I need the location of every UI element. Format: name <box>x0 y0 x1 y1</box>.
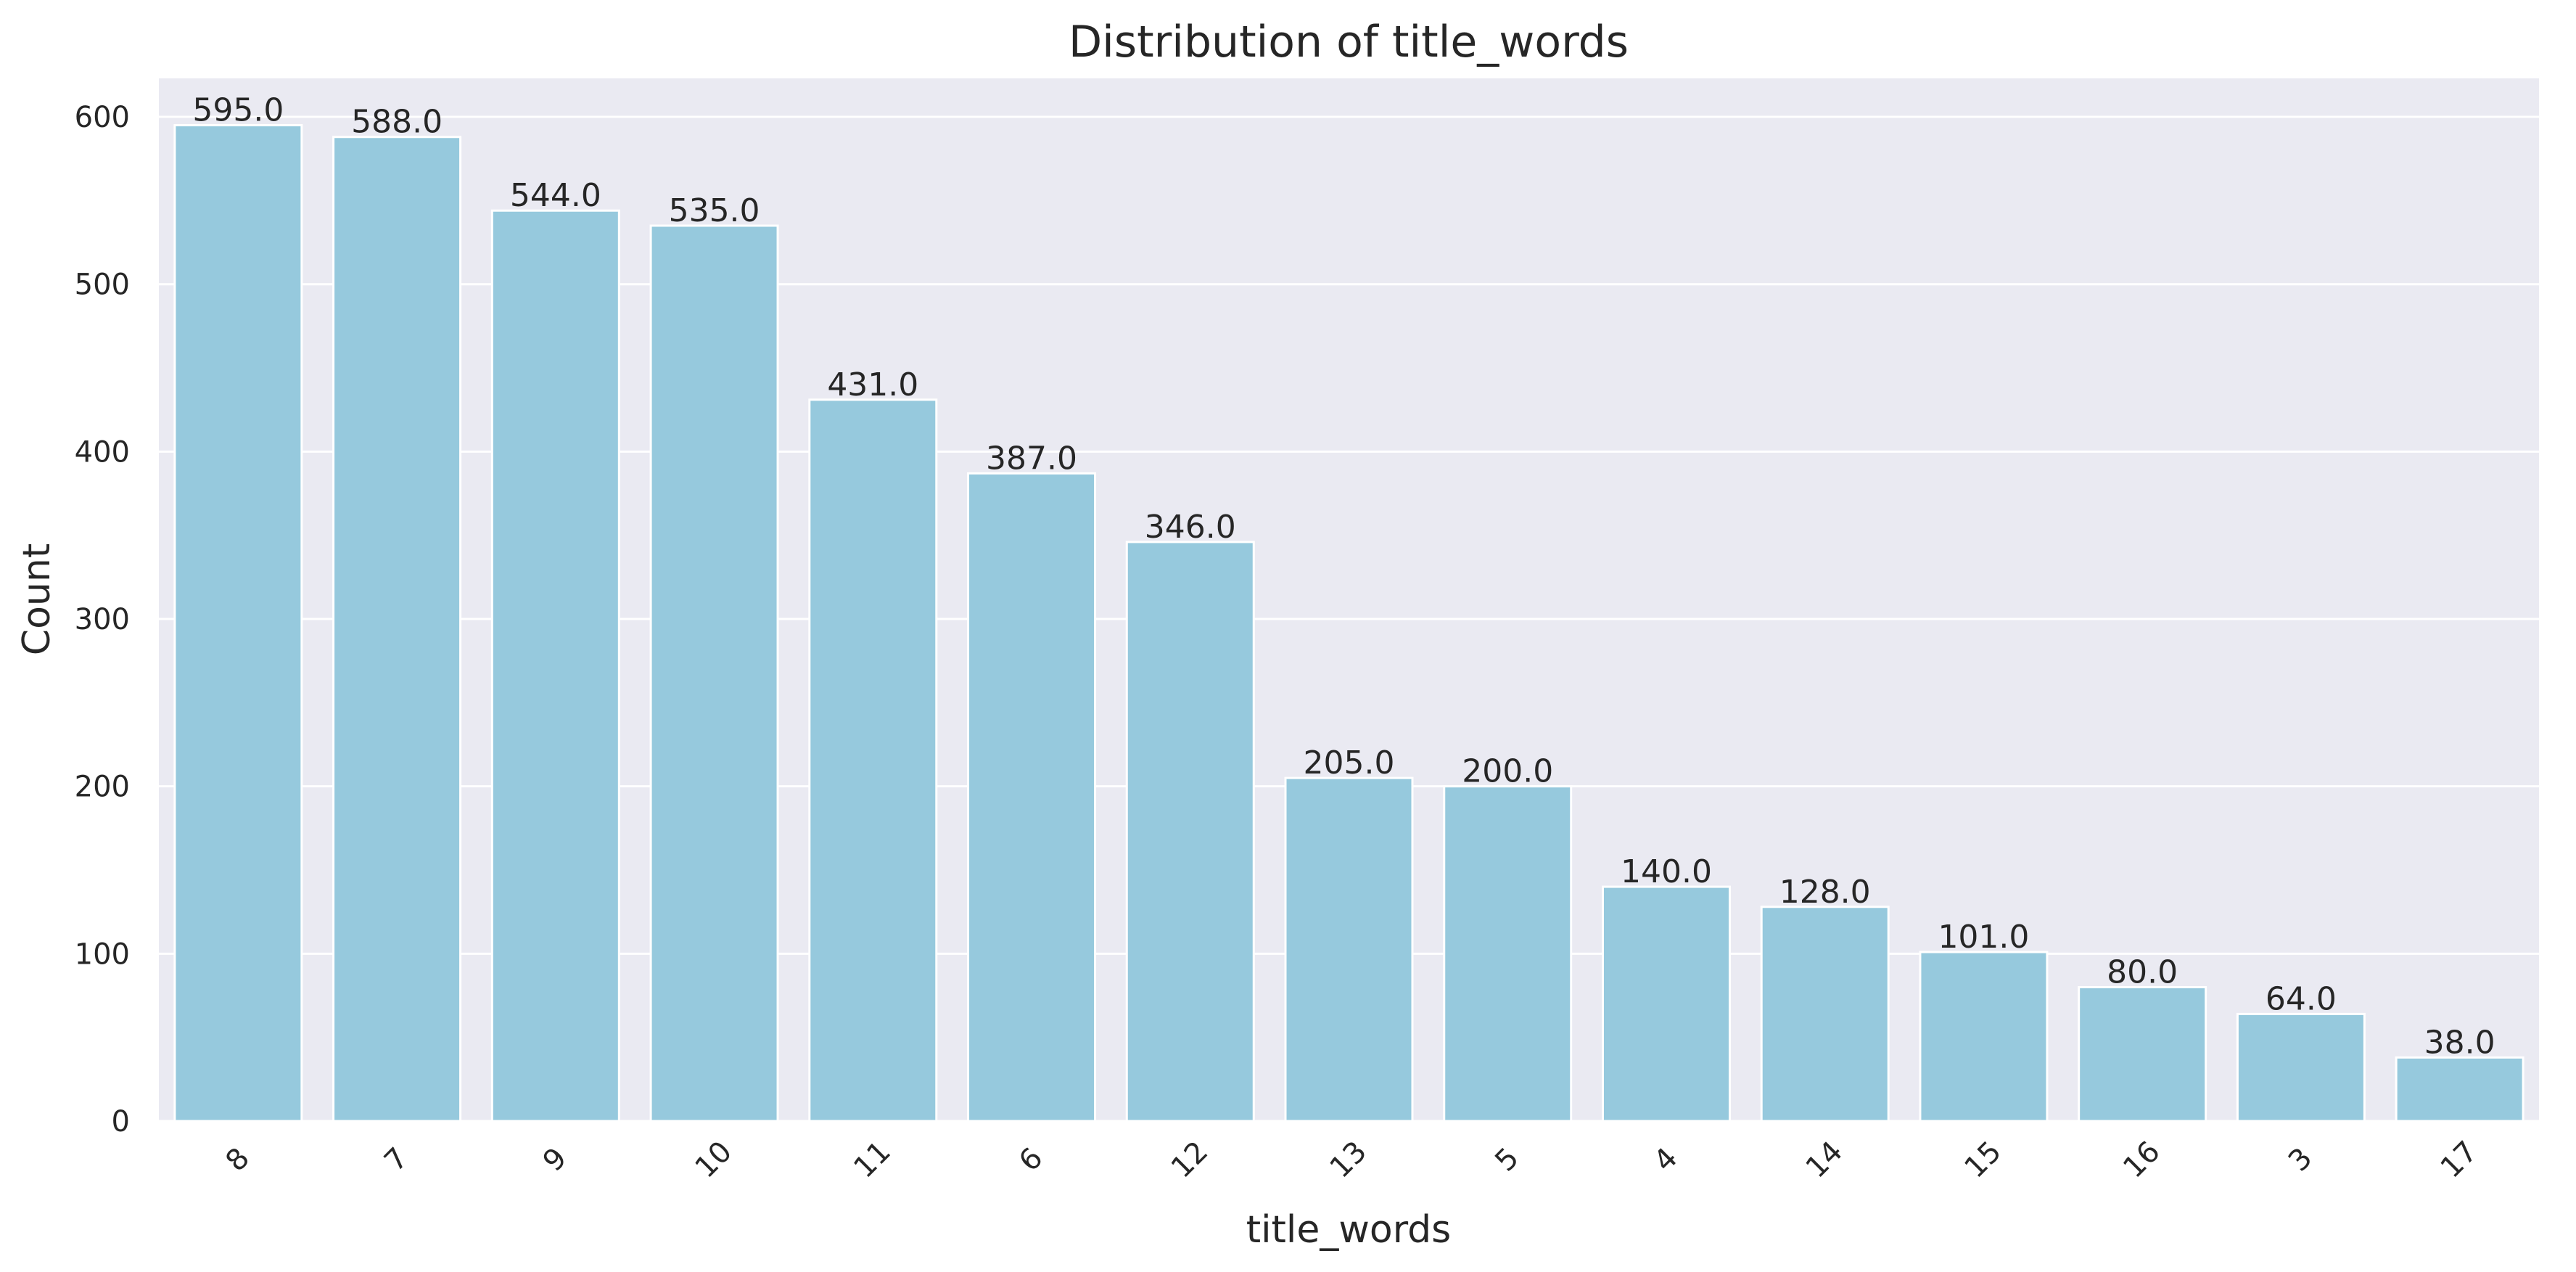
bar-4 <box>1601 885 1731 1123</box>
x-tick-label: 17 <box>2435 1135 2485 1185</box>
y-tick-label: 400 <box>75 435 130 469</box>
bar-8 <box>173 124 303 1123</box>
x-tick-label: 3 <box>2282 1141 2319 1178</box>
x-tick-label: 12 <box>1165 1135 1215 1185</box>
bar-value-label: 588.0 <box>351 104 443 141</box>
bar-11 <box>808 398 938 1123</box>
bars <box>173 124 2524 1123</box>
x-tick-label: 6 <box>1013 1141 1050 1178</box>
bar-10 <box>649 224 779 1123</box>
bar-13 <box>1284 776 1414 1123</box>
bar-value-label: 64.0 <box>2266 980 2337 1017</box>
bar-value-label: 140.0 <box>1621 853 1712 890</box>
y-axis-title: Count <box>15 543 59 655</box>
x-tick-label: 5 <box>1489 1141 1526 1178</box>
x-tick-label: 11 <box>847 1135 897 1185</box>
y-tick-label: 300 <box>75 603 130 636</box>
bar-value-labels: 595.0 588.0 544.0 535.0 431.0 387.0 346.0 205.0… <box>192 92 2495 1062</box>
x-tick-label: 16 <box>2117 1135 2167 1185</box>
bar-value-label: 346.0 <box>1145 509 1236 546</box>
bar-value-label: 535.0 <box>669 192 760 229</box>
bar-17 <box>2395 1056 2524 1123</box>
bar-5 <box>1443 785 1573 1123</box>
bar-6 <box>967 472 1097 1123</box>
bar-value-label: 544.0 <box>510 177 601 214</box>
bar-value-label: 431.0 <box>827 366 918 403</box>
bar-7 <box>332 136 462 1123</box>
x-tick-label: 9 <box>537 1141 574 1178</box>
chart-title: Distribution of title_words <box>1069 17 1629 67</box>
bar-3 <box>2236 1012 2366 1123</box>
x-tick-label: 15 <box>1958 1135 2008 1185</box>
x-tick-label: 8 <box>219 1141 256 1178</box>
bar-value-label: 205.0 <box>1304 744 1395 781</box>
y-tick-label: 100 <box>75 937 130 971</box>
x-tick-label: 7 <box>378 1141 415 1178</box>
x-tick-label: 14 <box>1800 1135 1850 1185</box>
bar-12 <box>1125 541 1255 1123</box>
bar-value-label: 595.0 <box>192 92 284 129</box>
y-tick-label: 600 <box>75 101 130 134</box>
bar-value-label: 80.0 <box>2107 953 2178 990</box>
bar-16 <box>2078 985 2207 1123</box>
bar-value-label: 387.0 <box>986 440 1077 477</box>
x-tick-label: 10 <box>689 1135 739 1185</box>
y-tick-label: 200 <box>75 771 130 804</box>
bar-15 <box>1919 951 2049 1123</box>
x-tick-label: 13 <box>1324 1135 1374 1185</box>
bar-14 <box>1760 906 1890 1123</box>
bar-value-label: 200.0 <box>1462 753 1553 790</box>
bar-9 <box>490 209 620 1123</box>
bar-value-label: 101.0 <box>1938 919 2029 956</box>
y-tick-label: 0 <box>112 1105 130 1138</box>
x-tick-label: 4 <box>1647 1141 1684 1178</box>
x-axis-ticks: 8 7 9 10 11 6 12 13 5 4 14 15 16 3 17 <box>219 1135 2484 1185</box>
bar-value-label: 128.0 <box>1779 874 1871 911</box>
y-axis-ticks: 0 100 200 300 400 500 600 <box>75 101 130 1138</box>
y-tick-label: 500 <box>75 268 130 302</box>
bar-value-label: 38.0 <box>2424 1024 2495 1061</box>
x-axis-title: title_words <box>1246 1208 1452 1252</box>
